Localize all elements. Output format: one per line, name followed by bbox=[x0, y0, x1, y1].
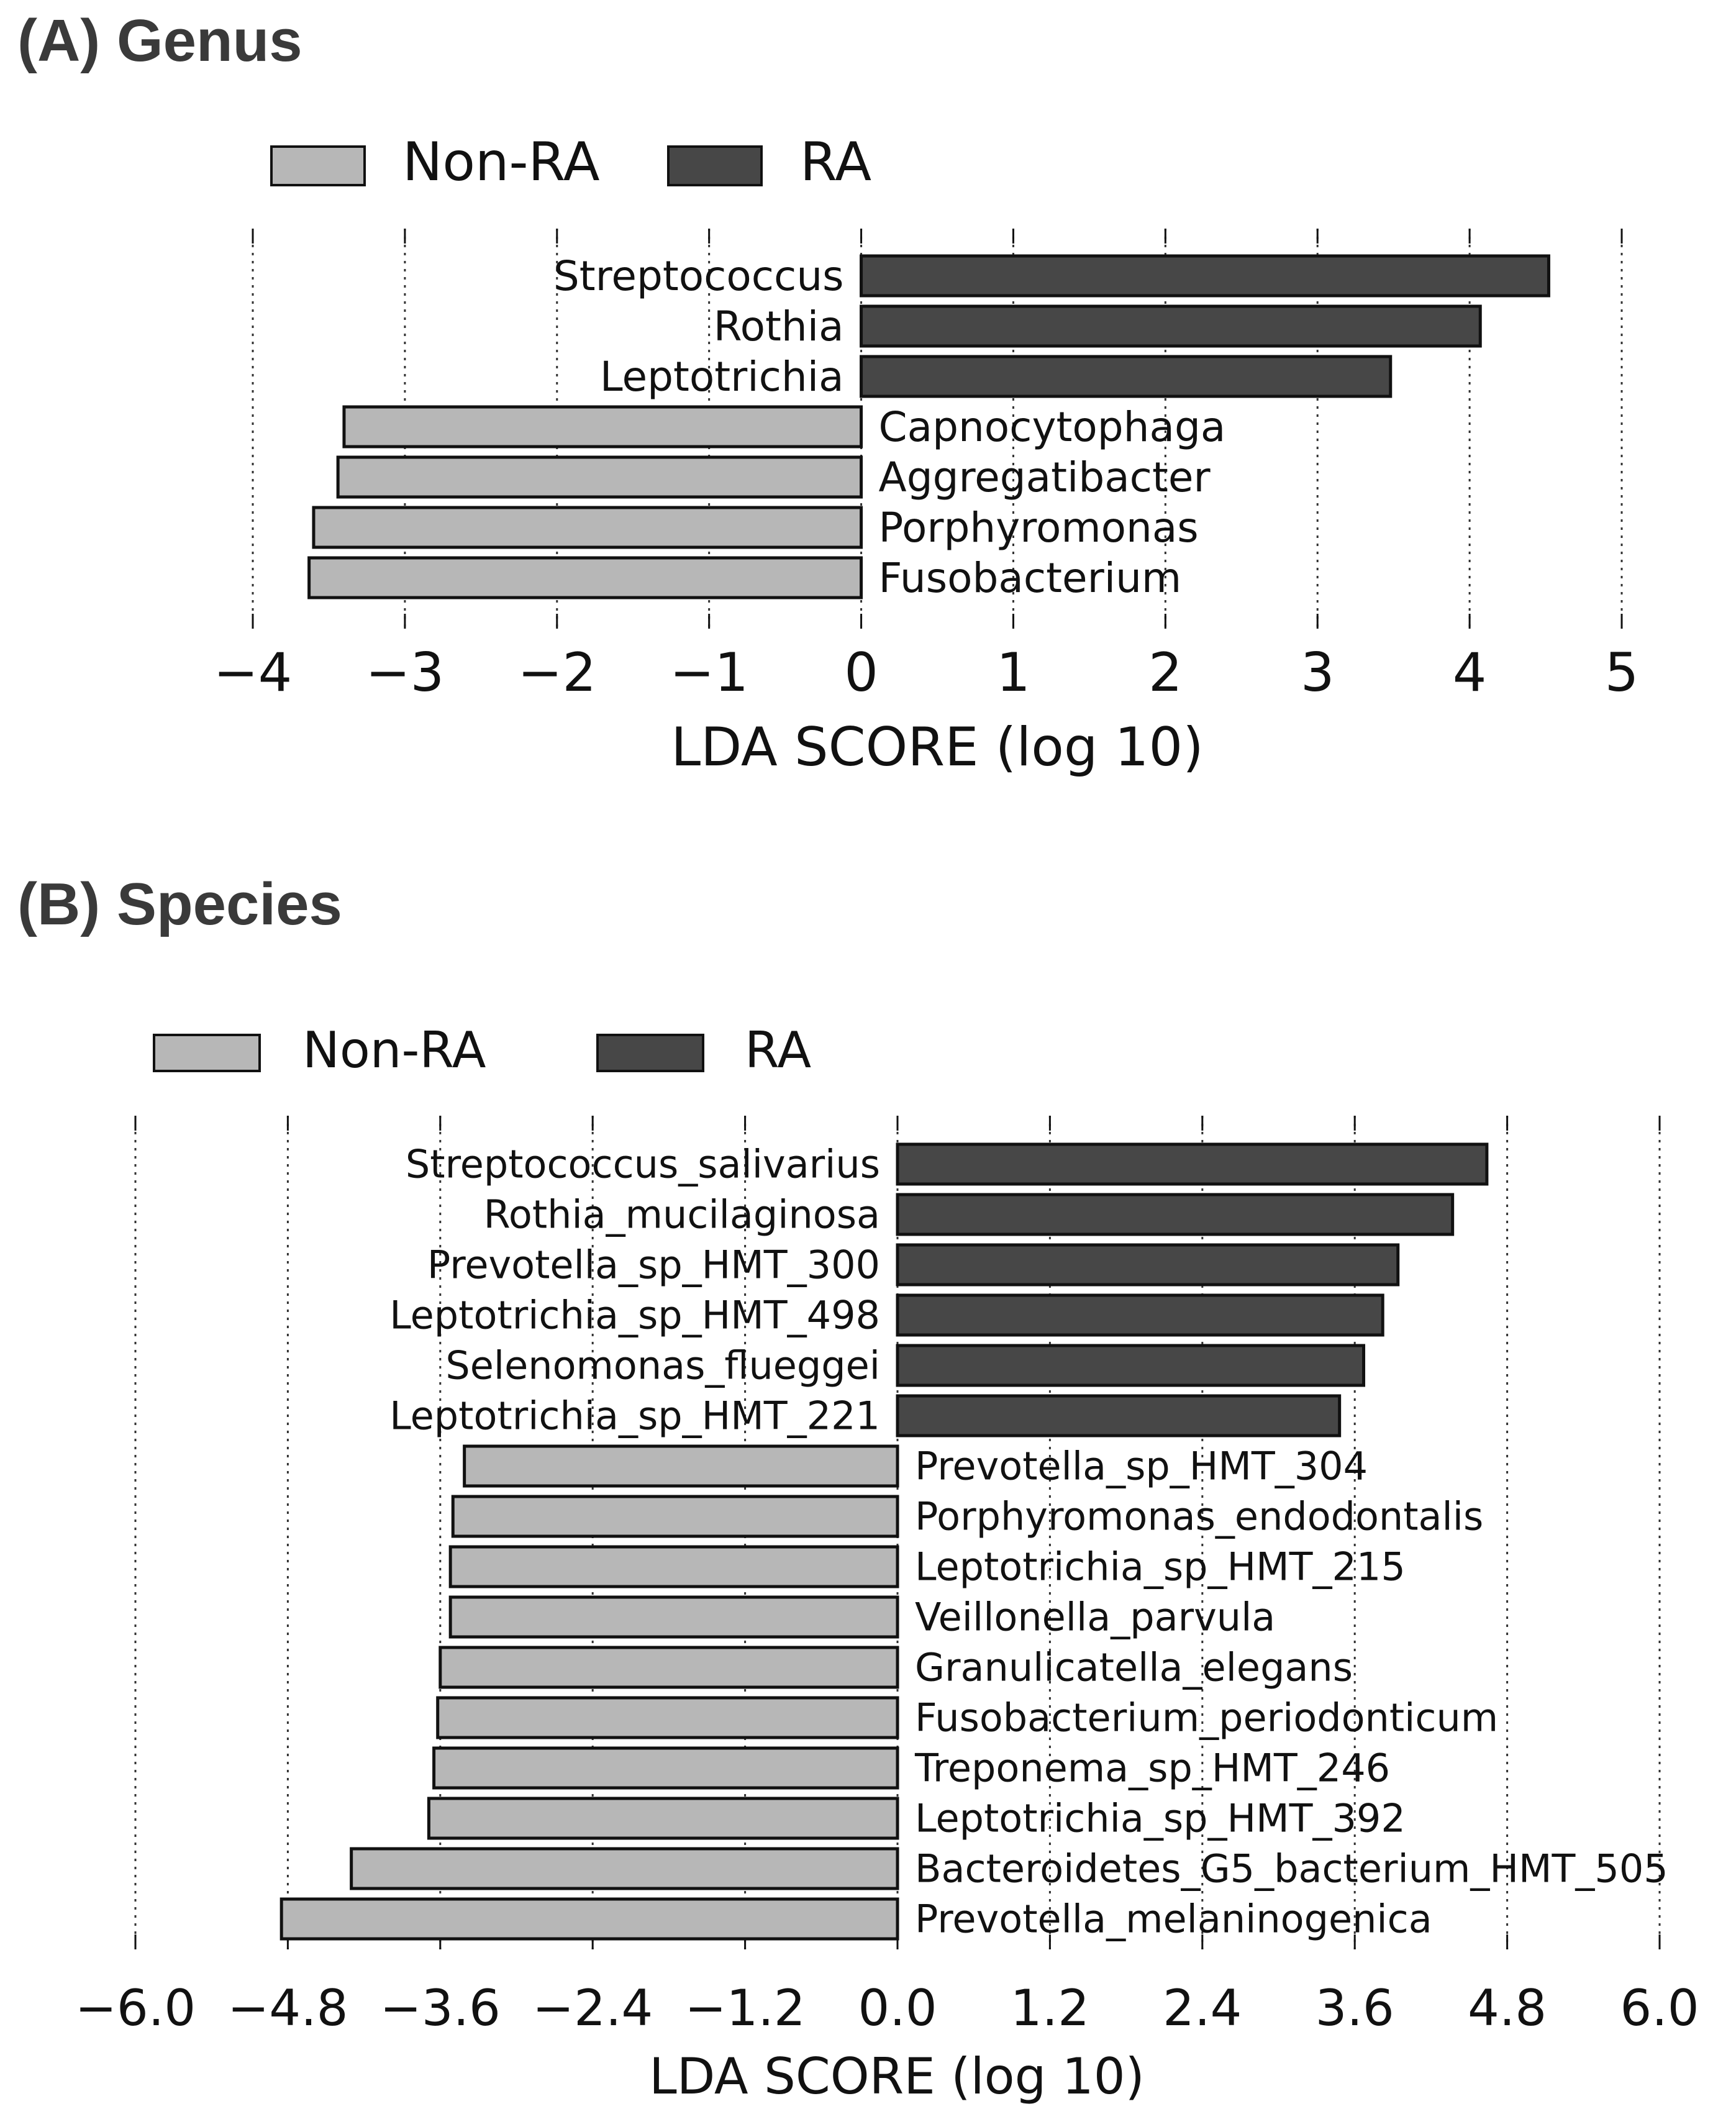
species-x-axis-label: LDA SCORE (log 10) bbox=[649, 2048, 1145, 2105]
genus-bar-non-ra bbox=[336, 455, 863, 499]
genus-x-tick-label: 5 bbox=[1605, 642, 1639, 704]
genus-plot-area: −4 −3 −2 −1 0 1 2 3 4 5 StreptococcusRothiaLeptotr… bbox=[214, 229, 1639, 704]
legend-label-ra: RA bbox=[800, 131, 871, 193]
species-x-tick-label: −4.8 bbox=[227, 1979, 348, 2037]
species-bar-label: Prevotella_melaninogenica bbox=[915, 1897, 1432, 1942]
legend-label-ra: RA bbox=[745, 1021, 811, 1079]
species-bar-label: Leptotrichia_sp_HMT_392 bbox=[915, 1796, 1406, 1841]
species-bar-ra bbox=[896, 1394, 1342, 1437]
genus-x-tick-label: 3 bbox=[1301, 642, 1335, 704]
species-x-tick-label: 0.0 bbox=[858, 1979, 937, 2037]
genus-bar-ra bbox=[860, 304, 1482, 348]
species-panel: (B) Species Non-RA RA −6.0 −4.8 −3.6 −2.4 −1… bbox=[17, 871, 1699, 2105]
genus-bar-label: Rothia bbox=[714, 303, 844, 350]
genus-x-tick-label: −1 bbox=[670, 642, 748, 704]
species-x-tick-label: 1.2 bbox=[1011, 1979, 1089, 2037]
genus-x-tick-label: 4 bbox=[1453, 642, 1487, 704]
genus-legend: Non-RA RA bbox=[270, 131, 871, 193]
genus-bar-non-ra bbox=[307, 556, 863, 599]
species-bar-label: Leptotrichia_sp_HMT_221 bbox=[389, 1393, 880, 1439]
species-bar-label: Bacteroidetes_G5_bacterium_HMT_505 bbox=[915, 1846, 1668, 1892]
species-bar-label: Streptococcus_salivarius bbox=[406, 1142, 880, 1187]
species-bar-non-ra bbox=[436, 1696, 899, 1739]
species-x-tick-label: −6.0 bbox=[75, 1979, 196, 2037]
species-bar-ra bbox=[896, 1344, 1366, 1387]
species-bar-label: Leptotrichia_sp_HMT_215 bbox=[915, 1544, 1406, 1590]
genus-x-tick-label: −3 bbox=[365, 642, 444, 704]
genus-x-axis-label: LDA SCORE (log 10) bbox=[671, 716, 1204, 778]
species-bar-non-ra bbox=[350, 1847, 899, 1890]
species-bar-non-ra bbox=[448, 1545, 899, 1588]
species-bar-non-ra bbox=[279, 1897, 899, 1941]
legend-swatch-non-ra bbox=[153, 1034, 261, 1072]
species-bar-ra bbox=[896, 1193, 1455, 1236]
species-bar-label: Rothia_mucilaginosa bbox=[484, 1192, 880, 1237]
species-x-tick-label: 4.8 bbox=[1468, 1979, 1547, 2037]
species-bar-label: Veillonella_parvula bbox=[915, 1595, 1275, 1640]
species-bar-non-ra bbox=[448, 1595, 899, 1639]
species-x-tick-label: −3.6 bbox=[380, 1979, 501, 2037]
species-bar-label: Selenomonas_flueggei bbox=[445, 1343, 880, 1388]
species-bar-label: Porphyromonas_endodontalis bbox=[915, 1494, 1483, 1539]
species-plot-area: −6.0 −4.8 −3.6 −2.4 −1.2 0.0 1.2 2.4 3.6 4.8 6.0 St… bbox=[75, 1116, 1699, 2037]
genus-bar-label: Fusobacterium bbox=[879, 554, 1182, 602]
species-bar-non-ra bbox=[463, 1444, 899, 1488]
species-panel-title: (B) Species bbox=[17, 871, 342, 937]
species-bar-ra bbox=[896, 1243, 1400, 1287]
genus-panel: (A) Genus Non-RA RA −4 −3 −2 −1 0 1 2 3 4 5 Strept… bbox=[17, 7, 1638, 778]
species-bar-label: Leptotrichia_sp_HMT_498 bbox=[389, 1293, 880, 1338]
species-bar-ra bbox=[896, 1293, 1384, 1337]
genus-bar-label: Capnocytophaga bbox=[879, 403, 1226, 451]
genus-panel-title: (A) Genus bbox=[17, 7, 302, 74]
legend-label-non-ra: Non-RA bbox=[402, 131, 600, 193]
genus-bar-label: Aggregatibacter bbox=[879, 453, 1211, 501]
species-bar-label: Fusobacterium_periodonticum bbox=[915, 1695, 1498, 1741]
genus-x-tick-label: −2 bbox=[517, 642, 596, 704]
species-bar-non-ra bbox=[432, 1746, 899, 1790]
genus-bar-non-ra bbox=[312, 506, 863, 549]
genus-bar-label: Streptococcus bbox=[553, 252, 844, 300]
species-x-tick-label: −1.2 bbox=[684, 1979, 805, 2037]
genus-bar-ra bbox=[860, 355, 1393, 398]
genus-x-tick-label: −4 bbox=[214, 642, 293, 704]
genus-x-tick-label: 1 bbox=[996, 642, 1030, 704]
legend-label-non-ra: Non-RA bbox=[302, 1021, 486, 1079]
legend-swatch-non-ra bbox=[270, 145, 366, 186]
species-bar-label: Prevotella_sp_HMT_304 bbox=[915, 1444, 1368, 1489]
species-bar-label: Granulicatella_elegans bbox=[915, 1645, 1353, 1690]
species-bar-non-ra bbox=[451, 1495, 899, 1538]
species-x-tick-label: 6.0 bbox=[1620, 1979, 1699, 2037]
species-x-tick-label: 2.4 bbox=[1163, 1979, 1242, 2037]
genus-bar-label: Porphyromonas bbox=[879, 504, 1199, 552]
genus-bar-ra bbox=[860, 254, 1550, 298]
species-bar-ra bbox=[896, 1142, 1489, 1186]
genus-bar-non-ra bbox=[342, 405, 863, 449]
species-bar-non-ra bbox=[427, 1797, 899, 1840]
legend-swatch-ra bbox=[596, 1034, 704, 1072]
species-bar-label: Prevotella_sp_HMT_300 bbox=[427, 1242, 880, 1288]
genus-x-tick-label: 0 bbox=[844, 642, 878, 704]
genus-x-tick-label: 2 bbox=[1148, 642, 1183, 704]
genus-bar-label: Leptotrichia bbox=[600, 353, 844, 401]
species-legend: Non-RA RA bbox=[153, 1021, 811, 1079]
species-x-tick-label: 3.6 bbox=[1316, 1979, 1394, 2037]
species-bar-label: Treponema_sp_HMT_246 bbox=[914, 1746, 1390, 1791]
species-x-tick-label: −2.4 bbox=[532, 1979, 653, 2037]
species-bar-non-ra bbox=[439, 1646, 899, 1689]
legend-swatch-ra bbox=[667, 145, 763, 186]
